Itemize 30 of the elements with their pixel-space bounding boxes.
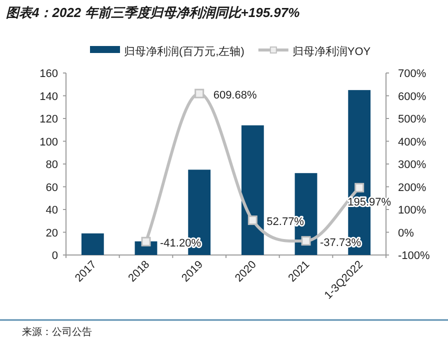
source-note: 来源：公司公告 [22,326,92,338]
point [301,236,311,246]
point [248,215,258,225]
y2-tick-label: 0% [398,227,414,240]
y2-tick-label: 600% [398,90,426,103]
y2-tick-label: 700% [398,68,426,80]
y-tick-label: 0 [52,250,58,262]
y-tick-label: 80 [46,159,58,171]
y2-tick-label: 200% [398,182,426,194]
legend-label: 归母净利润YOY [292,45,372,58]
legend-label: 归母净利润(百万元,左轴) [124,45,244,58]
y-tick-label: 60 [46,182,58,194]
y2-tick-label: 300% [398,159,426,171]
y2-tick-label: 100% [398,204,426,216]
y2-tick-label: 400% [398,136,426,148]
point [354,182,364,192]
point [194,88,204,98]
y-tick-label: 20 [46,227,58,240]
y-tick-label: 40 [46,204,58,216]
y2-tick-label: -100% [398,250,430,262]
point [141,236,151,246]
bar [81,233,104,255]
y2-tick-label: 500% [398,114,426,126]
y-tick-label: 160 [40,68,58,80]
y-tick-label: 120 [40,114,58,126]
bar [241,125,264,255]
chart-title: 图表4：2022 年前三季度归母净利润同比+195.97% [6,5,300,20]
y-tick-label: 100 [40,136,58,148]
data-label: 609.68% [213,90,257,102]
y-tick-label: 140 [40,90,58,103]
